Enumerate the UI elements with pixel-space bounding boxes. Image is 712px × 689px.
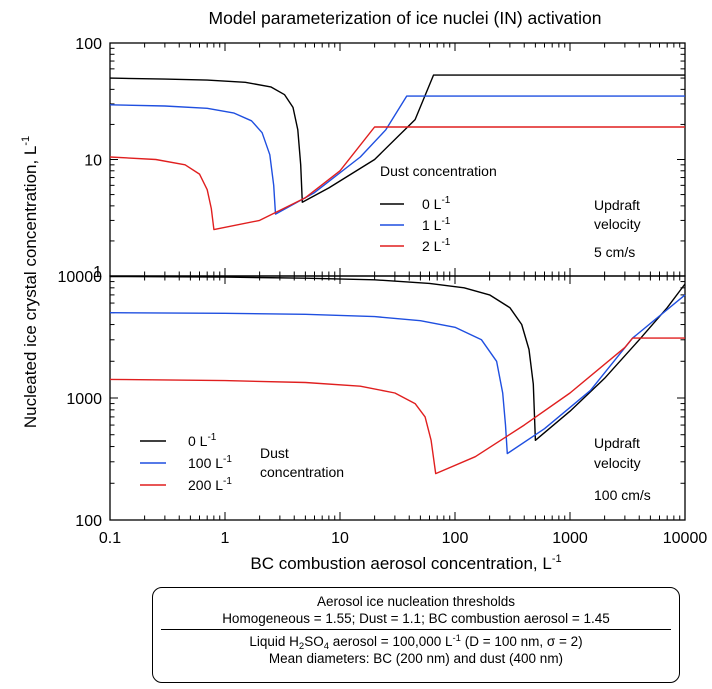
thresholds-values: Homogeneous = 1.55; Dust = 1.1; BC combu…: [222, 611, 610, 626]
y-tick-label: 100: [75, 36, 102, 53]
x-tick-label: 0.1: [99, 530, 121, 547]
liquid-aerosol-line: Liquid H2SO4 aerosol = 100,000 L-1 (D = …: [249, 633, 583, 652]
series-line: [109, 95, 685, 215]
y-axis-label: Nucleated ice crystal concentration, L-1: [20, 136, 40, 428]
model-notes-box: Aerosol ice nucleation thresholds Homoge…: [152, 587, 680, 683]
y-tick-label: 1000: [66, 391, 102, 408]
y-tick-label: 100: [75, 513, 102, 530]
legend-title: Dust concentration: [380, 163, 497, 179]
legend-label: 100 L-1: [188, 454, 232, 471]
x-tick-label: 10000: [663, 530, 708, 547]
x-tick-label: 10: [331, 530, 349, 547]
x-tick-label: 1000: [552, 530, 588, 547]
y-tick-label: 10000: [58, 269, 103, 286]
series-line: [109, 74, 685, 203]
legend-label: 200 L-1: [188, 476, 232, 493]
plot-frame-top: [109, 42, 686, 277]
chart-title: Model parameterization of ice nuclei (IN…: [209, 8, 602, 28]
panel-top: 1 10 100 Dust concentration 0 L-1 1 L-1 2 L-1 U…: [75, 36, 686, 281]
series-line: [109, 337, 685, 475]
annotation-updraft: Updraft: [594, 435, 640, 451]
series-line: [109, 294, 686, 455]
annotation-velocity: velocity: [594, 455, 641, 471]
legend-label: 0 L-1: [188, 432, 217, 449]
annotation-speed: 100 cm/s: [594, 487, 651, 503]
mean-diameters-line: Mean diameters: BC (200 nm) and dust (40…: [268, 651, 564, 666]
thresholds-heading: Aerosol ice nucleation thresholds: [316, 594, 516, 609]
y-tick-label: 1: [93, 264, 102, 281]
legend-label: 0 L-1: [422, 195, 451, 212]
series-line: [109, 126, 685, 231]
legend-dust-label: Dust: [260, 445, 289, 461]
legend-concentration-label: concentration: [260, 464, 344, 480]
annotation-updraft: Updraft: [594, 197, 640, 213]
notes-divider: [161, 629, 671, 630]
legend-label: 1 L-1: [422, 216, 451, 233]
x-tick-label: 1: [221, 530, 230, 547]
x-tick-label: 100: [442, 530, 469, 547]
legend-label: 2 L-1: [422, 237, 451, 254]
x-axis-label: BC combustion aerosol concentration, L-1: [250, 553, 561, 573]
chart-panels: 1 10 100 Dust concentration 0 L-1 1 L-1 2 L-1 U…: [58, 36, 708, 547]
annotation-velocity: velocity: [594, 216, 641, 232]
chart-figure: Model parameterization of ice nuclei (IN…: [20, 8, 708, 573]
y-tick-label: 10: [84, 153, 102, 170]
annotation-speed: 5 cm/s: [594, 244, 635, 260]
panel-bottom: 100 1000 10000 0.1 1 10 100 1000 10000 0 L-1 100 L…: [58, 269, 708, 547]
series-line: [109, 275, 686, 441]
